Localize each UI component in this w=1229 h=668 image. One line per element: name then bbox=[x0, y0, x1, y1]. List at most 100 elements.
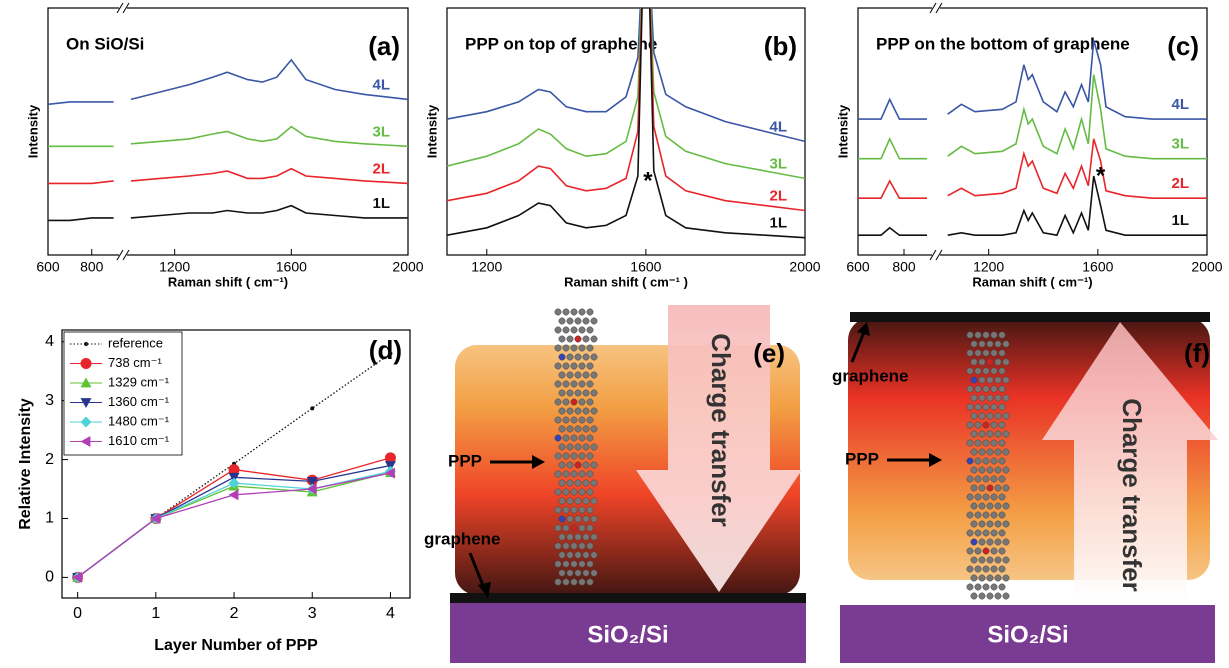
x-tick-label: 0 bbox=[73, 605, 82, 622]
y-axis-label: Intensity bbox=[424, 104, 439, 158]
substrate-label: SiO₂/Si bbox=[587, 621, 668, 648]
atom bbox=[1002, 520, 1010, 528]
atom bbox=[994, 376, 1002, 384]
atom bbox=[990, 385, 998, 393]
x-tick-label: 1200 bbox=[973, 259, 1004, 275]
axis-break bbox=[935, 2, 943, 14]
series-line bbox=[447, 8, 805, 239]
atom bbox=[966, 493, 974, 501]
series-label: 1L bbox=[1171, 212, 1189, 229]
atom bbox=[590, 461, 598, 469]
atom bbox=[986, 358, 994, 366]
atom bbox=[1002, 484, 1010, 492]
atom bbox=[570, 326, 578, 334]
atom bbox=[978, 340, 986, 348]
atom bbox=[582, 353, 590, 361]
atom bbox=[998, 475, 1006, 483]
atom bbox=[578, 416, 586, 424]
x-axis-label: Raman shift ( cm⁻¹ ) bbox=[564, 274, 688, 289]
x-tick-label: 2000 bbox=[789, 259, 820, 275]
atom bbox=[970, 430, 978, 438]
atom bbox=[562, 344, 570, 352]
x-tick-label: 600 bbox=[846, 259, 870, 275]
x-axis-label: Layer Number of PPP bbox=[154, 637, 318, 654]
atom bbox=[570, 560, 578, 568]
series-line bbox=[858, 179, 927, 199]
pointer-head bbox=[532, 455, 545, 469]
y-tick-label: 4 bbox=[45, 333, 54, 350]
atom bbox=[554, 326, 562, 334]
series-label: 2L bbox=[769, 188, 787, 205]
atom bbox=[566, 461, 574, 469]
atom bbox=[554, 488, 562, 496]
legend-marker bbox=[84, 342, 88, 346]
legend-marker bbox=[80, 377, 92, 388]
series-line bbox=[447, 8, 805, 180]
series-line bbox=[858, 226, 927, 236]
atom bbox=[586, 308, 594, 316]
atom bbox=[586, 488, 594, 496]
atom bbox=[974, 457, 982, 465]
atom bbox=[982, 475, 990, 483]
atom bbox=[566, 317, 574, 325]
atom bbox=[590, 317, 598, 325]
atom bbox=[558, 425, 566, 433]
atom bbox=[554, 398, 562, 406]
y-tick-label: 1 bbox=[45, 510, 54, 527]
atom bbox=[558, 479, 566, 487]
series-label: 1L bbox=[769, 215, 787, 232]
plot-frame bbox=[446, 7, 806, 256]
substrate bbox=[450, 603, 806, 663]
atom bbox=[570, 434, 578, 442]
atom bbox=[974, 403, 982, 411]
x-tick-label: 1200 bbox=[159, 259, 190, 275]
atom bbox=[586, 380, 594, 388]
atom bbox=[966, 475, 974, 483]
series-label: 4L bbox=[372, 76, 390, 93]
series-label: 2L bbox=[372, 160, 390, 177]
y-axis-label: Intensity bbox=[25, 104, 40, 158]
atom bbox=[574, 479, 582, 487]
atom bbox=[562, 416, 570, 424]
atom bbox=[562, 578, 570, 586]
atom bbox=[570, 524, 578, 532]
diagram-f: Charge transfer SiO₂/Si PPP graphene (f) bbox=[832, 312, 1218, 663]
atom bbox=[986, 538, 994, 546]
legend-label: 1329 cm⁻¹ bbox=[108, 374, 170, 389]
series-label: 4L bbox=[769, 118, 787, 135]
arrow bbox=[1042, 322, 1218, 605]
atom bbox=[986, 466, 994, 474]
atom bbox=[994, 574, 1002, 582]
atom bbox=[978, 430, 986, 438]
atom bbox=[966, 421, 974, 429]
atom bbox=[998, 439, 1006, 447]
axis-break bbox=[122, 2, 130, 14]
graphene bbox=[850, 312, 1210, 322]
atom bbox=[982, 529, 990, 537]
y-axis-label: Relative Intensity bbox=[17, 398, 34, 530]
atom bbox=[994, 556, 1002, 564]
graphene bbox=[450, 593, 806, 603]
atom bbox=[554, 470, 562, 478]
atom bbox=[978, 574, 986, 582]
atom bbox=[994, 430, 1002, 438]
atom bbox=[982, 511, 990, 519]
axis-break bbox=[935, 249, 943, 261]
atom bbox=[1002, 394, 1010, 402]
atom bbox=[586, 362, 594, 370]
x-tick-label: 3 bbox=[308, 605, 317, 622]
atom bbox=[990, 475, 998, 483]
series-label: 4L bbox=[1171, 96, 1189, 113]
marker bbox=[72, 571, 83, 583]
atom bbox=[582, 407, 590, 415]
atom bbox=[566, 569, 574, 577]
atom bbox=[582, 371, 590, 379]
atom bbox=[558, 389, 566, 397]
atom bbox=[970, 466, 978, 474]
atom bbox=[590, 335, 598, 343]
arrow-text: Charge transfer bbox=[1117, 398, 1147, 592]
atom bbox=[974, 547, 982, 555]
atom bbox=[562, 506, 570, 514]
atom bbox=[566, 425, 574, 433]
atom bbox=[982, 583, 990, 591]
